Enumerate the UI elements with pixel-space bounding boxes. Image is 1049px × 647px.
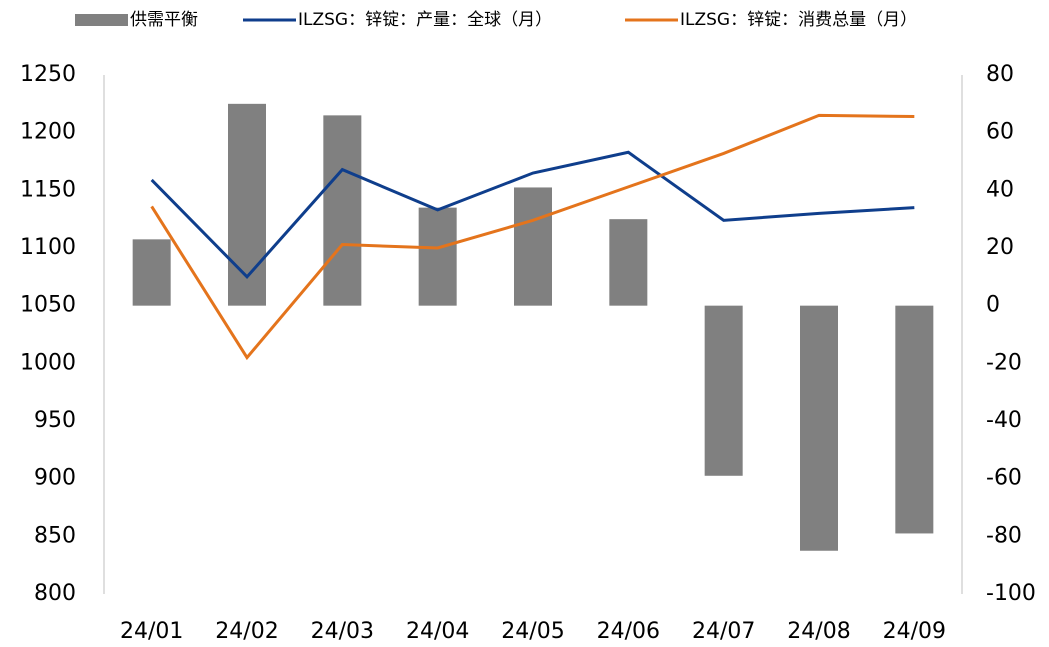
y2-tick-label: 40 (986, 177, 1014, 202)
y-tick-label: 850 (34, 523, 76, 548)
bar (132, 239, 171, 306)
bar (228, 103, 266, 306)
y-tick-label: 1150 (20, 177, 76, 202)
y2-tick-label: -60 (986, 466, 1022, 491)
legend-label: ILZSG：锌锭：消费总量（月） (680, 10, 917, 30)
x-tick-label: 24/06 (597, 619, 660, 643)
legend-swatch (75, 14, 128, 26)
y2-tick-label: 0 (986, 293, 1000, 318)
y-tick-label: 1200 (20, 120, 76, 145)
bar (323, 115, 362, 306)
y2-tick-label: -80 (986, 523, 1022, 548)
y2-tick-label: 80 (986, 62, 1014, 87)
bar (800, 305, 838, 551)
bar (704, 305, 743, 476)
y2-tick-label: 20 (986, 235, 1014, 260)
y2-tick-label: 60 (986, 120, 1014, 145)
y2-tick-label: -100 (986, 581, 1036, 606)
line-series (150, 113, 915, 361)
y-tick-label: 1000 (20, 350, 76, 375)
line-series (150, 150, 915, 280)
y-tick-label: 800 (34, 581, 76, 606)
y-tick-label: 1050 (20, 293, 76, 318)
bar (418, 207, 457, 306)
x-tick-label: 24/03 (311, 619, 374, 643)
y-tick-label: 950 (34, 408, 76, 433)
x-tick-label: 24/05 (501, 619, 564, 643)
legend-label: ILZSG：锌锭：产量：全球（月） (298, 10, 552, 30)
x-tick-label: 24/08 (787, 619, 850, 643)
x-tick-label: 24/07 (692, 619, 755, 643)
x-tick-label: 24/04 (406, 619, 469, 643)
y2-tick-label: -40 (986, 408, 1022, 433)
y-tick-label: 900 (34, 466, 76, 491)
bar (514, 187, 552, 306)
y-tick-label: 1250 (20, 62, 76, 87)
legend-label: 供需平衡 (130, 10, 198, 30)
bar (895, 305, 934, 534)
x-tick-label: 24/09 (883, 619, 946, 643)
bar (609, 219, 648, 306)
x-tick-label: 24/02 (215, 619, 278, 643)
y-tick-label: 1100 (20, 235, 76, 260)
x-tick-label: 24/01 (120, 619, 183, 643)
y2-tick-label: -20 (986, 350, 1022, 375)
